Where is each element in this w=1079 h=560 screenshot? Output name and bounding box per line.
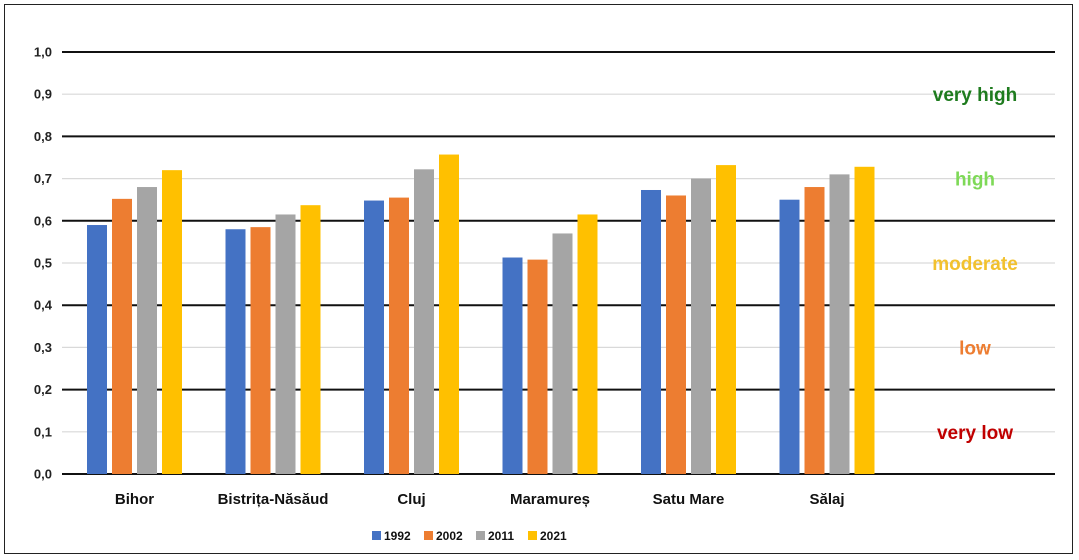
legend-label-1992: 1992 [384,529,411,543]
bar-2011-4 [691,178,711,474]
band-label: moderate [932,254,1018,275]
legend-swatch-1992 [372,531,381,540]
y-tick-label: 0,7 [34,171,52,186]
y-tick-label: 0,6 [34,213,52,228]
x-category-label: Bistrița-Năsăud [218,491,329,508]
y-tick-label: 0,1 [34,424,52,439]
y-tick-label: 0,3 [34,340,52,355]
x-category-label: Bihor [115,491,154,508]
band-label: low [959,338,991,359]
bar-1992-4 [641,189,661,474]
bar-2021-3 [577,214,598,474]
bar-1992-3 [502,257,523,474]
bar-2021-0 [162,170,182,474]
bar-1992-2 [364,200,384,474]
bar-2011-1 [275,214,296,474]
legend-label-2021: 2021 [540,529,567,543]
bars [87,154,875,475]
bar-1992-0 [87,225,107,474]
chart-frame [4,4,1073,554]
bar-2002-4 [666,195,686,475]
band-label: high [955,170,995,191]
bar-2021-4 [716,165,736,474]
y-tick-label: 0,8 [34,129,52,144]
bar-1992-5 [779,199,800,474]
x-category-label: Maramureș [510,491,590,508]
x-axis: Bihor Bistrița-Năsăud Cluj Maramureș Satu Ma… [115,491,845,508]
legend-swatch-2011 [476,531,485,540]
bar-1992-1 [225,229,246,474]
bar-2011-2 [414,169,434,475]
band-label: very high [933,85,1017,106]
legend-swatch-2002 [424,531,433,540]
bar-2002-2 [389,197,409,474]
bar-2002-0 [112,198,132,474]
bar-2021-5 [854,166,875,474]
y-tick-label: 0,4 [34,298,53,313]
bar-2011-3 [552,233,573,474]
category-bands: very high high moderate low very low [932,85,1018,444]
x-category-label: Cluj [397,491,425,508]
legend-swatch-2021 [528,531,537,540]
band-label: very low [937,423,1013,444]
y-tick-label: 0,0 [34,467,52,482]
x-category-label: Sălaj [809,491,844,508]
legend-label-2011: 2011 [488,529,514,543]
y-tick-label: 0,5 [34,256,52,271]
legend: 1992 2002 2011 2021 [372,529,567,543]
bar-2021-1 [300,205,321,474]
bar-2002-1 [250,227,271,474]
bar-2002-5 [804,187,825,475]
y-axis: 0,0 0,1 0,2 0,3 0,4 0,5 0,6 0,7 0,8 0,9 1,0 [34,45,53,482]
bar-2011-5 [829,174,850,474]
x-category-label: Satu Mare [653,491,725,508]
bar-2011-0 [137,187,157,475]
y-tick-label: 0,9 [34,87,52,102]
bar-2002-3 [527,259,548,474]
y-tick-label: 1,0 [34,45,52,60]
y-tick-label: 0,2 [34,382,52,397]
legend-label-2002: 2002 [436,529,463,543]
bar-2021-2 [439,154,459,474]
